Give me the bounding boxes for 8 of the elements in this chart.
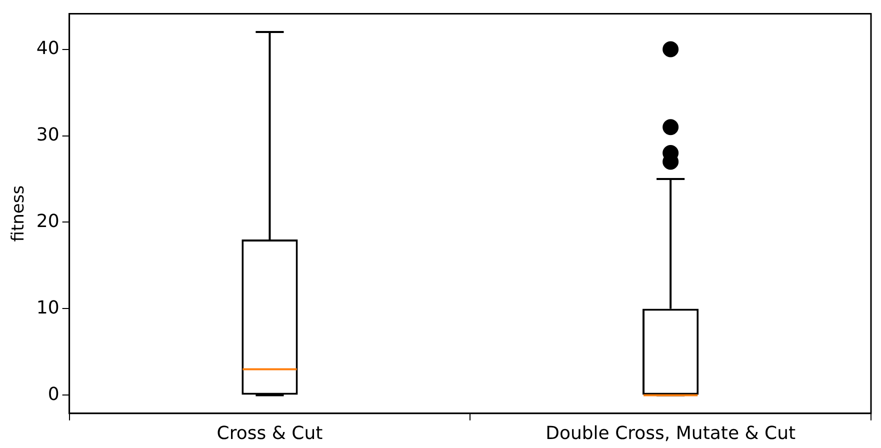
y-tick-label: 40	[36, 38, 60, 59]
y-tick-label: 30	[36, 124, 60, 146]
x-tick-label: Cross & Cut	[216, 422, 323, 444]
y-tick-label: 0	[48, 384, 60, 405]
y-tick-label: 10	[36, 297, 60, 318]
y-tick-label: 20	[36, 210, 60, 232]
y-axis-title: fitness	[8, 185, 29, 242]
x-tick-label: Double Cross, Mutate & Cut	[546, 422, 796, 444]
